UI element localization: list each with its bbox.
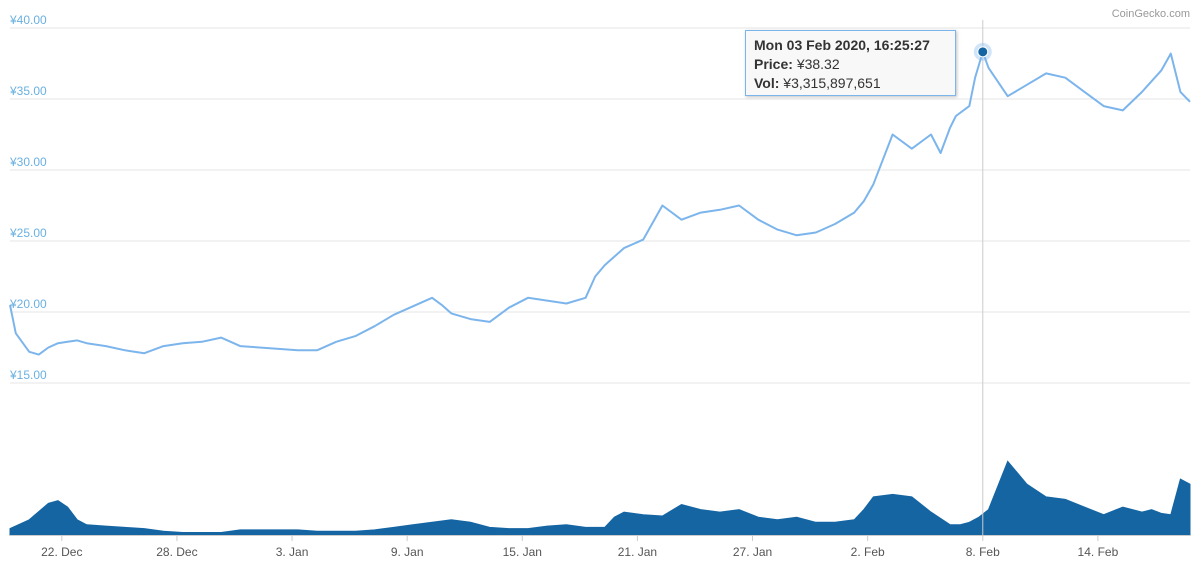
x-tick-label: 21. Jan	[618, 545, 657, 559]
x-tick-label: 2. Feb	[851, 545, 885, 559]
y-tick-label: ¥40.00	[9, 13, 47, 27]
y-tick-label: ¥30.00	[9, 155, 47, 169]
tooltip-vol-row: Vol: ¥3,315,897,651	[754, 74, 947, 93]
x-tick-label: 28. Dec	[156, 545, 197, 559]
tooltip-title: Mon 03 Feb 2020, 16:25:27	[754, 37, 930, 53]
y-tick-label: ¥15.00	[9, 368, 47, 382]
volume-area	[9, 460, 1191, 536]
tooltip-vol-value: ¥3,315,897,651	[783, 75, 881, 91]
x-tick-label: 15. Jan	[503, 545, 542, 559]
tooltip-vol-label: Vol:	[754, 75, 780, 91]
tooltip-price-row: Price: ¥38.32	[754, 55, 947, 74]
x-axis-tick-labels: 22. Dec 28. Dec 3. Jan 9. Jan 15. Jan 21. Jan…	[41, 535, 1119, 559]
x-tick-label: 3. Jan	[276, 545, 309, 559]
x-tick-label: 8. Feb	[966, 545, 1000, 559]
tooltip-price-value: ¥38.32	[796, 56, 840, 72]
crosshair-layer	[973, 20, 992, 535]
y-tick-label: ¥35.00	[9, 84, 47, 98]
credits-label[interactable]: CoinGecko.com	[1112, 8, 1190, 20]
grid-layer	[10, 27, 1190, 384]
y-tick-label: ¥25.00	[9, 226, 47, 240]
hover-tooltip: Mon 03 Feb 2020, 16:25:27 Price: ¥38.32 …	[745, 30, 956, 96]
price-line	[9, 50, 1191, 356]
x-tick-label: 14. Feb	[1078, 545, 1119, 559]
tooltip-price-label: Price:	[754, 56, 793, 72]
hover-point[interactable]	[977, 46, 989, 58]
price-layer	[9, 50, 1191, 356]
y-tick-label: ¥20.00	[9, 297, 47, 311]
x-tick-label: 27. Jan	[733, 545, 772, 559]
x-tick-label: 22. Dec	[41, 545, 82, 559]
y-axis-tick-labels: ¥15.00 ¥20.00 ¥25.00 ¥30.00 ¥35.00 ¥40.00	[9, 13, 47, 382]
volume-layer	[9, 460, 1191, 536]
x-tick-label: 9. Jan	[391, 545, 424, 559]
